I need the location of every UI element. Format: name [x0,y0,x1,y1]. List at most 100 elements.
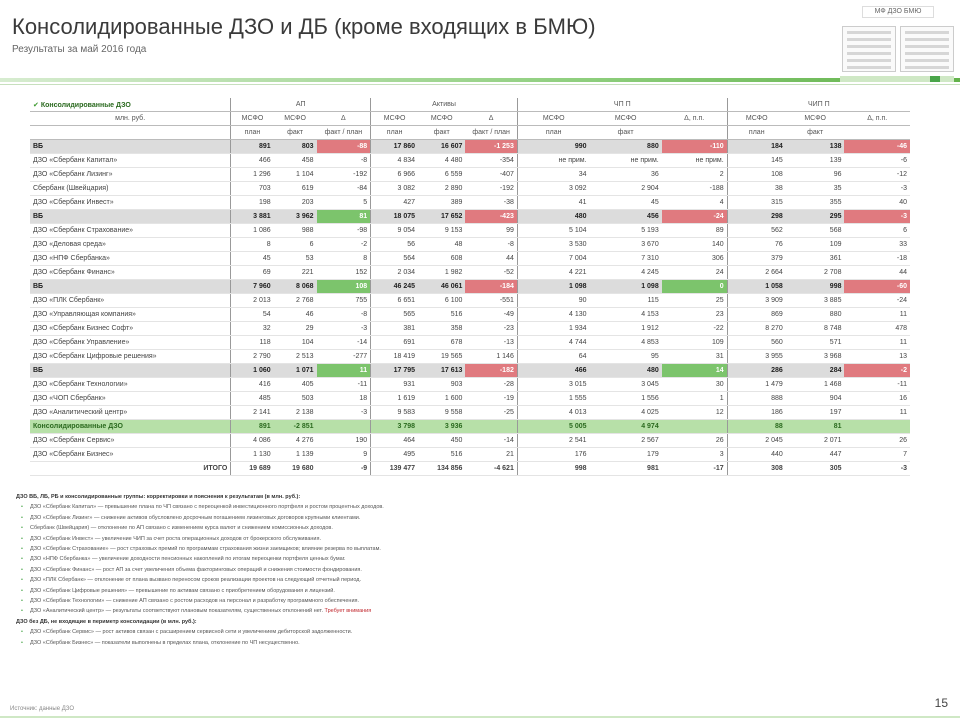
subheader: МСФО [785,111,845,126]
subheader: план [370,125,419,140]
table-cell: 3 092 [516,181,590,196]
table-cell: 355 [785,195,845,210]
table-cell: 3 881 [230,209,274,224]
row-label: ДЗО «Управляющая компания» [30,307,231,322]
table-cell: 4 480 [418,153,466,168]
table-cell: -2 851 [273,419,317,434]
table-cell: 691 [370,335,419,350]
table-cell: 803 [273,139,317,154]
table-row: ДЗО «Сбербанк Страхование» 1 086 988 -98 9 0… [30,223,910,238]
row-label: ДЗО «Сбербанк Технологии» [30,377,231,392]
table-cell: 4 245 [589,265,662,280]
table-cell: 5 193 [589,223,662,238]
table-cell: -11 [844,377,910,392]
note-heading: ДЗО ВБ, ЛБ, РБ и консолидированные групп… [16,494,301,500]
table-cell: -60 [844,279,910,294]
table-cell: 139 477 [370,461,419,476]
table-header-sub: млн. руб. МСФО МСФО Δ МСФО МСФО Δ МСФО МСФО Δ,… [30,111,910,126]
table-cell: 26 [844,433,910,448]
table-cell: 6 [273,237,317,252]
table-cell: 2 045 [726,433,786,448]
table-cell: 4 221 [516,265,590,280]
table-cell: 4 013 [516,405,590,420]
table-cell: 416 [230,377,274,392]
table-cell: 2 708 [785,265,845,280]
table-cell: 308 [726,461,786,476]
table-cell: 5 005 [516,419,590,434]
table-cell: 3 936 [418,419,466,434]
thumbnail-progress-bar [840,76,954,82]
table-cell: 4 276 [273,433,317,448]
row-label: ДЗО «Сбербанк Страхование» [30,223,231,238]
subheader: план [230,125,274,140]
row-label: Сбербанк (Швейцария) [30,181,231,196]
table-cell: -22 [661,321,728,336]
table-cell: 8 [316,251,371,266]
table-cell: 1 600 [418,391,466,406]
subheader: Δ [316,111,371,126]
table-cell: 998 [785,279,845,294]
table-cell: 24 [661,265,728,280]
subheader: факт [785,125,845,140]
page-subtitle: Результаты за май 2016 года [12,44,147,55]
row-label: ДЗО «Сбербанк Бизнес Софт» [30,321,231,336]
table-cell: 9 153 [418,223,466,238]
table-cell: -24 [844,293,910,308]
table-cell: 891 [230,419,274,434]
table-cell: -192 [465,181,518,196]
navigation-thumbnail[interactable]: МФ ДЗО БМЮ [840,6,954,82]
table-cell: 36 [589,167,662,182]
table-cell: -188 [661,181,728,196]
table-cell: 104 [273,335,317,350]
table-cell: 145 [726,153,786,168]
table-cell: -192 [316,167,371,182]
table-cell: 9 583 [370,405,419,420]
table-cell: 880 [589,139,662,154]
table-cell: 478 [844,321,910,336]
source-note: Источник: данные ДЗО [10,706,75,712]
table-cell: 405 [273,377,317,392]
table-cell: -13 [465,335,518,350]
table-cell: -1 253 [465,139,518,154]
row-label: ДЗО «Сбербанк Бизнес» [30,447,231,462]
subheader: факт [273,125,317,140]
table-cell: 45 [589,195,662,210]
table-cell: 495 [370,447,419,462]
table-cell: 9 558 [418,405,466,420]
row-label: ДЗО «Сбербанк Цифровые решения» [30,349,231,364]
table-cell: 516 [418,307,466,322]
table-cell: 1 619 [370,391,419,406]
table-cell: 564 [370,251,419,266]
table-cell: 33 [844,237,910,252]
table-cell: 379 [726,251,786,266]
table-cell: 284 [785,363,845,378]
table-cell: -98 [316,223,371,238]
row-label: ВБ [30,139,231,154]
table-cell: 1 296 [230,167,274,182]
table-group-row: ВБ 3 881 3 962 81 18 075 17 652 -423 480 456 -24 2… [30,209,910,224]
table-cell: 18 075 [370,209,419,224]
table-cell: 295 [785,209,845,224]
table-cell: 138 [785,139,845,154]
table-cell: 203 [273,195,317,210]
table-cell: 1 058 [726,279,786,294]
table-cell: 11 [844,335,910,350]
table-cell: 3 885 [785,293,845,308]
table-cell: 2 071 [785,433,845,448]
table-cell: 703 [230,181,274,196]
table-cell: 990 [516,139,590,154]
subheader: МСФО [589,111,662,126]
table-cell: -110 [661,139,728,154]
table-cell: 427 [370,195,419,210]
table-cell: 198 [230,195,274,210]
table-cell: 9 054 [370,223,419,238]
table-cell: 26 [661,433,728,448]
row-label: ДЗО «Сбербанк Лизинг» [30,167,231,182]
table-group-row: ВБ 891 803 -88 17 860 16 607 -1 253 990 880 -110 1… [30,139,910,154]
table-cell: -19 [465,391,518,406]
table-cell: 568 [785,223,845,238]
table-cell: 90 [516,293,590,308]
table-cell: 48 [418,237,466,252]
table-cell: 6 559 [418,167,466,182]
table-cell: 3 798 [370,419,419,434]
